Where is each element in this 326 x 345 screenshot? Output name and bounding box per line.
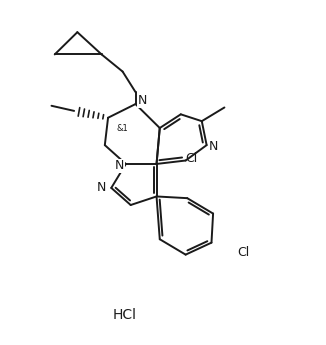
Text: N: N xyxy=(97,181,106,194)
Text: HCl: HCl xyxy=(112,307,136,322)
Text: &1: &1 xyxy=(116,124,128,132)
Text: N: N xyxy=(137,94,147,107)
Text: N: N xyxy=(208,140,218,153)
Text: Cl: Cl xyxy=(237,246,250,259)
Text: N: N xyxy=(115,159,124,172)
Text: Cl: Cl xyxy=(185,152,198,165)
